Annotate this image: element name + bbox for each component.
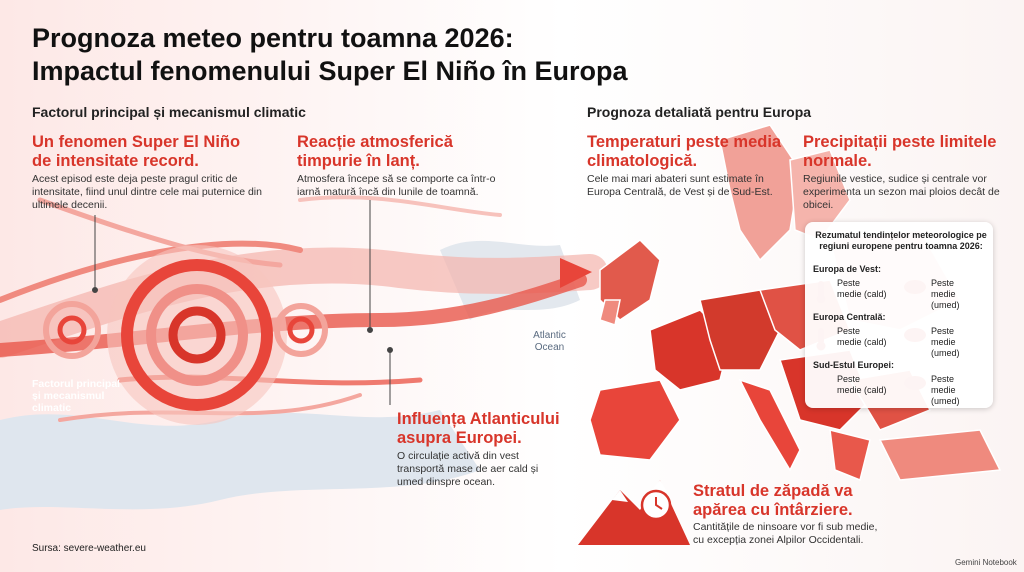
temp-trend: Peste medie (cald): [837, 326, 887, 347]
item-text: Atmosfera începe să se comporte ca într-…: [297, 173, 496, 198]
region-row: Sud-Estul Europei: Peste medie (cald) Pe…: [813, 360, 989, 408]
item-text: O circulație activă din vest transportă …: [397, 450, 539, 488]
card-title: Rezumatul tendințelor meteorologice pe r…: [815, 230, 987, 251]
title: Prognoza meteo pentru toamna 2026: Impac…: [32, 22, 628, 88]
item-title: Precipitații peste limitele normale.: [803, 133, 997, 170]
temp-trend: Peste medie (cald): [837, 374, 887, 395]
item-text: Acest episod este deja peste pragul crit…: [32, 173, 262, 211]
watermark: Gemini Notebook: [955, 558, 1017, 567]
item-text: Regiunile vestice, sudice și centrale vo…: [803, 173, 1000, 211]
precip-trend: Peste medie (umed): [931, 326, 960, 358]
source: Sursa: severe-weather.eu: [32, 543, 146, 554]
item-title: Temperaturi peste media climatologică.: [587, 133, 782, 170]
region-name: Sud-Estul Europei:: [813, 360, 894, 370]
section-heading: Factorul principal și mecanismul climati…: [32, 104, 306, 120]
temp-trend: Peste medie (cald): [837, 278, 887, 299]
title-line: Impactul fenomenului Super El Niño în Eu…: [32, 56, 628, 86]
swirl-label: Factorul principal și mecanismul climati…: [32, 378, 121, 414]
summary-card: Rezumatul tendințelor meteorologice pe r…: [805, 222, 993, 408]
ocean-label: Atlantic Ocean: [533, 330, 566, 353]
item-text: Cantitățile de ninsoare vor fi sub medie…: [693, 521, 878, 546]
item-title: Stratul de zăpadă va apărea cu întârzier…: [693, 482, 853, 519]
item-title: Influența Atlanticului asupra Europei.: [397, 410, 560, 447]
region-row: Europa de Vest: Peste medie (cald) Peste…: [813, 264, 989, 312]
region-row: Europa Centrală: Peste medie (cald) Pest…: [813, 312, 989, 360]
title-line: Prognoza meteo pentru toamna 2026:: [32, 23, 514, 53]
item-text: Cele mai mari abateri sunt estimate în E…: [587, 173, 773, 198]
item-title: Un fenomen Super El Niño de intensitate …: [32, 133, 241, 170]
precip-trend: Peste medie (umed): [931, 374, 960, 406]
region-name: Europa Centrală:: [813, 312, 886, 322]
precip-trend: Peste medie (umed): [931, 278, 960, 310]
section-heading: Prognoza detaliată pentru Europa: [587, 104, 812, 120]
item-title: Reacție atmosferică timpurie în lanț.: [297, 133, 453, 170]
region-name: Europa de Vest:: [813, 264, 882, 274]
